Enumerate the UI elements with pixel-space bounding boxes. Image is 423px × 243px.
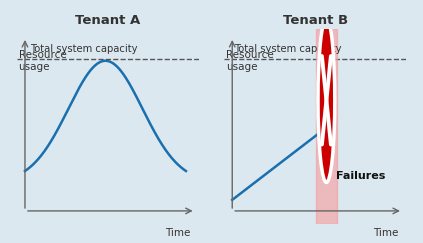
Title: Tenant B: Tenant B [283,14,348,26]
Text: Resource
usage: Resource usage [19,50,66,72]
Circle shape [318,18,335,182]
Text: Time: Time [165,228,191,238]
Text: Resource
usage: Resource usage [226,50,274,72]
Text: Total system capacity: Total system capacity [234,44,341,54]
Title: Tenant A: Tenant A [75,14,140,26]
Text: Total system capacity: Total system capacity [30,44,137,54]
Text: Time: Time [373,228,398,238]
Text: Failures: Failures [336,171,385,181]
Bar [316,29,337,224]
